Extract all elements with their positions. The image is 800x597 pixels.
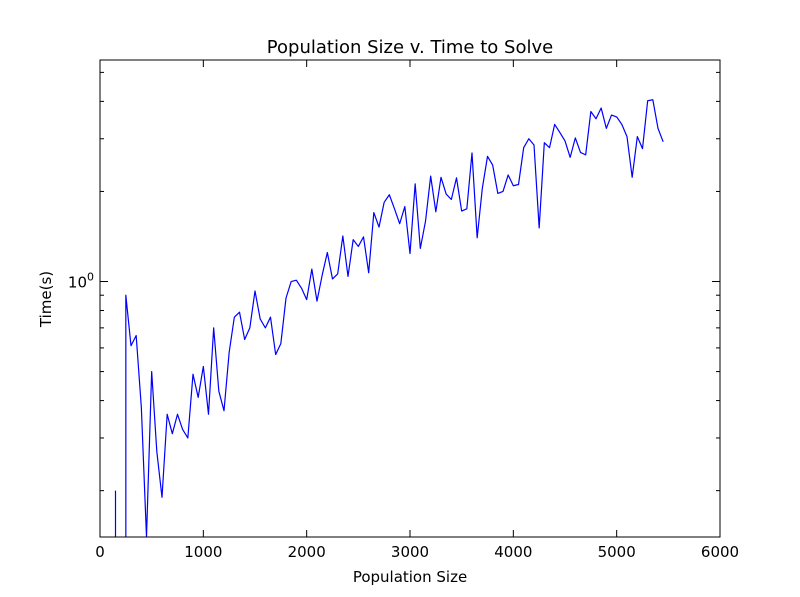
x-tick-label: 5000	[598, 543, 636, 561]
series-line-0	[114, 99, 664, 537]
x-tick-label: 0	[95, 543, 105, 561]
x-tick-label: 4000	[494, 543, 532, 561]
y-axis-label: Time(s)	[37, 271, 55, 328]
x-tick-label: 2000	[288, 543, 326, 561]
x-tick-label: 6000	[701, 543, 739, 561]
plot-frame	[99, 59, 721, 538]
chart-title: Population Size v. Time to Solve	[267, 37, 553, 58]
x-axis-label: Population Size	[353, 568, 467, 586]
x-tick-label: 1000	[184, 543, 222, 561]
y-tick-label: 100	[68, 271, 94, 292]
x-tick-label: 3000	[391, 543, 429, 561]
